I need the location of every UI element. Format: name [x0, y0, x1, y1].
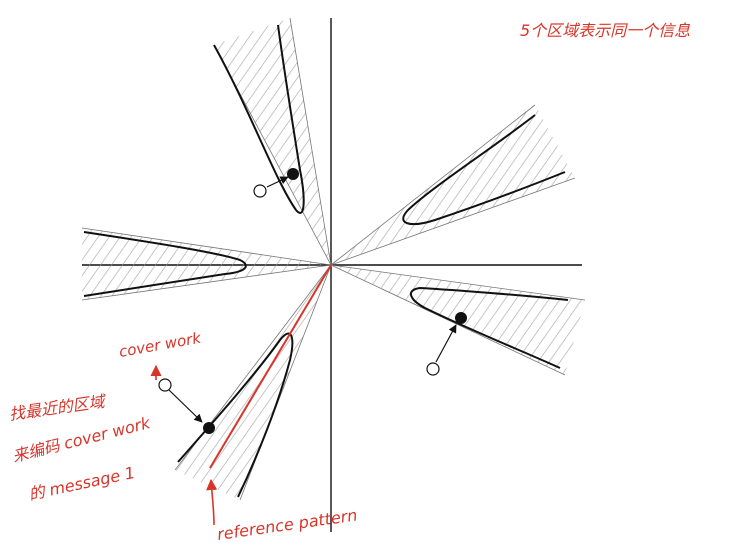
- detection-region-2: [330, 104, 576, 266]
- annotation-line-3: 的 message 1: [27, 463, 137, 504]
- watermarked-point: [455, 312, 467, 324]
- detection-region-5: [174, 264, 332, 501]
- annotation-cover-work: cover work: [118, 329, 204, 361]
- annotation-line-1: 找最近的区域: [8, 392, 108, 424]
- reference-pattern-line: [209, 264, 332, 469]
- point-pair-3: [158, 378, 215, 434]
- annotation-line-2: 来编码 cover work: [10, 413, 152, 466]
- watermarked-point: [287, 168, 299, 180]
- annotation-arrow-reference: [206, 478, 218, 526]
- cover-work-point: [426, 362, 440, 376]
- annotation-reference-pattern: reference pattern: [216, 505, 359, 543]
- point-pair-1: [253, 168, 299, 198]
- detection-region-3: [81, 227, 332, 301]
- watermarked-point: [203, 422, 215, 434]
- cover-work-point: [158, 378, 172, 392]
- point-pair-2: [426, 312, 467, 376]
- cover-work-point: [253, 184, 267, 198]
- detection-region-1: [213, 17, 332, 266]
- annotation-top-right: 5个区域表示同一个信息: [520, 21, 690, 40]
